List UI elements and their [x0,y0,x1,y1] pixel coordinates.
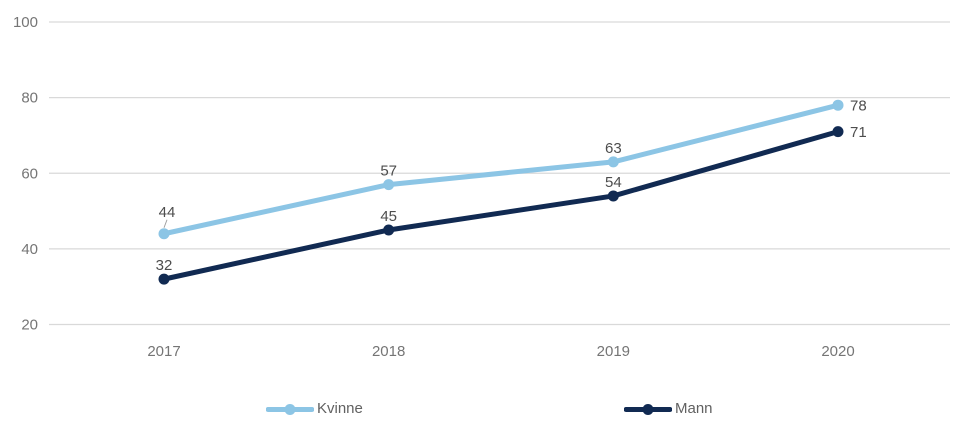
y-tick-label: 20 [21,317,38,334]
legend-swatch-mann [624,403,672,415]
y-tick-label: 40 [21,241,38,258]
legend-item-mann[interactable]: Mann [624,396,713,422]
data-point [383,224,395,236]
x-tick-label: 2017 [147,343,180,360]
y-tick-label: 100 [13,14,38,31]
data-label: 44 [159,204,176,221]
data-point [607,190,619,202]
data-point [383,179,395,191]
series-line-kvinne [161,102,841,237]
y-tick-label: 60 [21,165,38,182]
data-label: 63 [605,140,622,157]
data-point [607,156,619,168]
data-point [158,273,170,285]
data-point [158,228,170,240]
x-tick-label: 2020 [821,343,854,360]
data-label-leader [163,219,168,228]
chart-legend: Kvinne Mann [0,396,968,422]
x-tick-label: 2018 [372,343,405,360]
y-tick-label: 80 [21,90,38,107]
data-label: 45 [380,208,397,225]
x-tick-label: 2019 [597,343,630,360]
legend-label-kvinne: Kvinne [317,400,363,417]
data-label: 57 [380,163,397,180]
legend-label-mann: Mann [675,400,713,417]
data-point [832,126,844,138]
legend-item-kvinne[interactable]: Kvinne [266,396,363,422]
data-label: 32 [156,257,173,274]
data-label: 54 [605,174,622,191]
data-label: 71 [850,124,867,141]
legend-swatch-kvinne [266,403,314,415]
series-line-mann [161,129,841,282]
data-label: 78 [850,98,867,115]
data-point [832,99,844,111]
